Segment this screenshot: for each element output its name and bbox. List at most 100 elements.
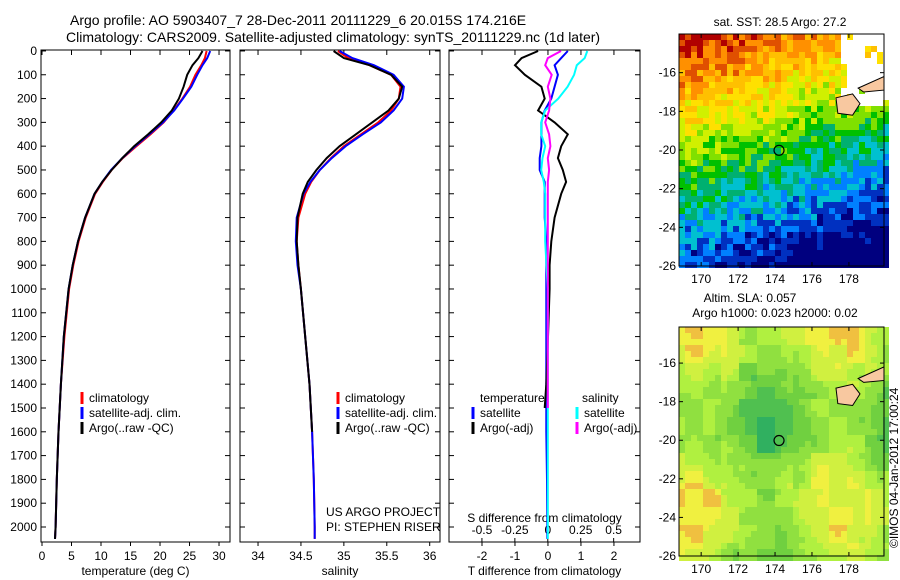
map-cell — [865, 226, 871, 232]
map-cell — [685, 549, 691, 555]
map-cell — [817, 531, 823, 537]
map-cell — [817, 507, 823, 513]
map-cell — [679, 106, 685, 112]
map-cell — [697, 441, 703, 447]
map-cell — [829, 399, 835, 405]
map-cell — [697, 202, 703, 208]
map-frame-sla-map — [678, 326, 885, 557]
map-cell — [853, 435, 859, 441]
map-cell — [775, 381, 781, 387]
map-cell — [685, 477, 691, 483]
map-cell — [709, 88, 715, 94]
map-cell — [679, 411, 685, 417]
map-cell — [871, 411, 877, 417]
map-cell — [877, 172, 883, 178]
map-cell — [697, 483, 703, 489]
map-cell — [871, 489, 877, 495]
map-cell — [799, 136, 805, 142]
map-cell — [751, 423, 757, 429]
map-cell — [739, 232, 745, 238]
map-cell — [787, 76, 793, 82]
map-cell — [769, 220, 775, 226]
map-cell — [769, 94, 775, 100]
map-cell — [733, 130, 739, 136]
map-cell — [745, 214, 751, 220]
map-cell — [865, 549, 871, 555]
map-cell — [685, 82, 691, 88]
map-cell — [829, 345, 835, 351]
map-cell — [787, 375, 793, 381]
imos-timestamp: ©IMOS 04-Jan-2012 17:00:24 — [887, 387, 900, 548]
map-cell — [817, 345, 823, 351]
map-cell — [745, 465, 751, 471]
map-cell — [859, 226, 865, 232]
map-cell — [835, 256, 841, 262]
map-cell — [871, 381, 877, 387]
map-cell — [739, 501, 745, 507]
map-cell — [739, 196, 745, 202]
map-cell — [865, 184, 871, 190]
map-cell — [811, 106, 817, 112]
map-cell — [697, 166, 703, 172]
map-cell — [805, 148, 811, 154]
map-cell — [697, 453, 703, 459]
map-cell — [823, 465, 829, 471]
map-cell — [871, 363, 877, 369]
map-cell — [787, 477, 793, 483]
map-cell — [853, 148, 859, 154]
map-cell — [679, 250, 685, 256]
map-cell — [703, 531, 709, 537]
map-cell — [685, 507, 691, 513]
map-cell — [751, 124, 757, 130]
map-cell — [721, 495, 727, 501]
map-cell — [709, 435, 715, 441]
map-cell — [775, 495, 781, 501]
map-cell — [829, 34, 835, 40]
map-cell — [757, 166, 763, 172]
map-cell — [709, 525, 715, 531]
map-cell — [757, 543, 763, 549]
map-cell — [739, 483, 745, 489]
map-cell — [709, 250, 715, 256]
map-cell — [865, 148, 871, 154]
map-cell — [859, 555, 865, 561]
map-cell — [739, 244, 745, 250]
map-cell — [793, 441, 799, 447]
map-cell — [883, 405, 889, 411]
map-cell — [877, 447, 883, 453]
map-cell — [793, 459, 799, 465]
map-cell — [799, 465, 805, 471]
map-cell — [781, 250, 787, 256]
map-cell — [817, 76, 823, 82]
map-cell — [829, 429, 835, 435]
map-cell — [763, 501, 769, 507]
map-cell — [799, 184, 805, 190]
map-cell — [739, 58, 745, 64]
map-cell — [865, 250, 871, 256]
map-cell — [679, 507, 685, 513]
map-cell — [841, 513, 847, 519]
map-cell — [799, 489, 805, 495]
map-cell — [727, 351, 733, 357]
map-cell — [715, 513, 721, 519]
map-cell — [751, 525, 757, 531]
map-cell — [883, 166, 889, 172]
map-cell — [823, 94, 829, 100]
map-cell — [739, 423, 745, 429]
y-tick-label: 1200 — [10, 330, 37, 344]
map-cell — [685, 387, 691, 393]
map-cell — [787, 88, 793, 94]
map-cell — [859, 244, 865, 250]
map-cell — [835, 226, 841, 232]
map-cell — [757, 232, 763, 238]
map-cell — [769, 148, 775, 154]
map-cell — [865, 429, 871, 435]
map-cell — [679, 34, 685, 40]
map-cell — [841, 256, 847, 262]
map-cell — [811, 345, 817, 351]
map-cell — [703, 190, 709, 196]
x2-tick-label: -0.5 — [472, 523, 493, 537]
map-cell — [739, 208, 745, 214]
map-cell — [763, 76, 769, 82]
map-cell — [823, 52, 829, 58]
